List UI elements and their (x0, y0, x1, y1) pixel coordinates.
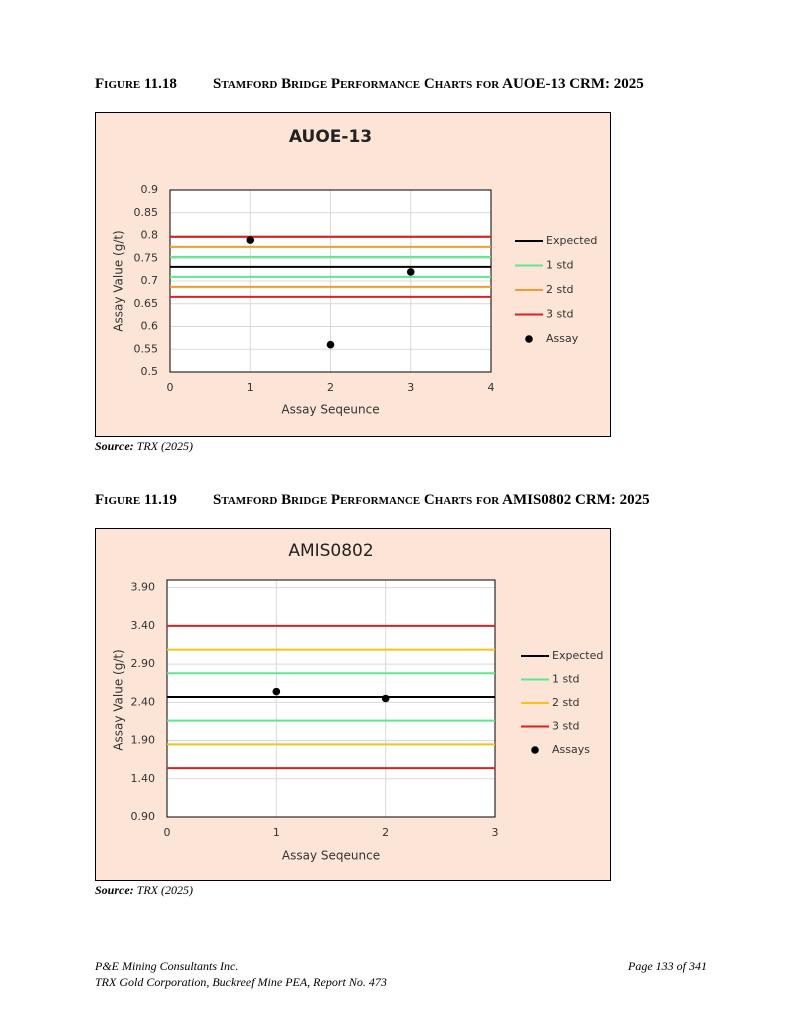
legend-label: 2 std (546, 283, 574, 296)
legend-label: Expected (552, 649, 603, 662)
x-tick-label: 3 (492, 826, 499, 839)
figure-title: Stamford Bridge Performance Charts for A… (213, 76, 644, 92)
y-tick-label: 1.90 (131, 734, 156, 747)
y-tick-label: 0.75 (134, 251, 159, 264)
y-tick-label: 0.6 (141, 320, 159, 333)
y-tick-label: 0.55 (134, 342, 159, 355)
source-label: Source: (95, 883, 134, 897)
chart: AUOE-13 0.5 0.55 0.6 0.65 0.7 0.75 0.8 0.85 0.9 0 1… (95, 112, 611, 437)
x-tick-label: 0 (164, 826, 171, 839)
footer-page: Page 133 of 341 (628, 959, 707, 973)
data-point (406, 268, 415, 276)
figure-title: Stamford Bridge Performance Charts for A… (213, 492, 650, 508)
figure-caption: Figure 11.18 Stamford Bridge Performance … (95, 76, 644, 93)
y-tick-label: 3.90 (131, 581, 156, 594)
x-tick-label: 1 (247, 381, 254, 394)
chart: AMIS0802 0.90 1.40 1.90 2.40 2.90 3.40 3.90 0 1 2 3… (95, 528, 611, 881)
y-tick-label: 2.40 (131, 695, 156, 708)
y-tick-label: 3.40 (131, 619, 156, 632)
plot-border (169, 189, 492, 373)
y-tick-label: 0.65 (134, 297, 159, 310)
footer-company: P&E Mining Consultants Inc. (95, 959, 239, 973)
chart-title: AUOE-13 (289, 127, 372, 147)
legend-label: 2 std (552, 696, 580, 709)
legend-label: 3 std (546, 308, 574, 321)
plot-area (167, 580, 495, 817)
legend-label: Assays (552, 743, 590, 756)
plot-border (166, 579, 496, 818)
x-tick-label: 2 (382, 826, 389, 839)
figure-caption: Figure 11.19 Stamford Bridge Performance … (95, 492, 650, 509)
x-tick-label: 2 (327, 381, 334, 394)
legend-swatch (525, 335, 533, 343)
data-point (272, 687, 281, 696)
y-tick-label: 0.9 (141, 183, 159, 196)
chart-title: AMIS0802 (288, 541, 373, 561)
source: Source: TRX (2025) (95, 439, 193, 454)
legend-label: 1 std (546, 259, 574, 272)
legend-label: Expected (546, 234, 597, 247)
data-point (246, 236, 255, 244)
legend-swatch (531, 746, 539, 754)
y-tick-label: 2.90 (131, 657, 156, 670)
data-point (326, 340, 335, 349)
y-tick-label: 1.40 (131, 772, 156, 785)
y-tick-label: 0.8 (141, 229, 159, 242)
x-tick-label: 1 (273, 826, 280, 839)
x-tick-label: 3 (407, 381, 414, 394)
x-axis-title: Assay Seqeunce (282, 849, 380, 863)
x-tick-label: 4 (488, 381, 495, 394)
y-tick-label: 0.85 (134, 206, 159, 219)
y-tick-label: 0.90 (131, 810, 156, 823)
figure-number: Figure 11.18 (95, 76, 177, 92)
legend-label: 1 std (552, 673, 580, 686)
legend-label: 3 std (552, 720, 580, 733)
source-text: TRX (2025) (136, 439, 193, 453)
figure-number: Figure 11.19 (95, 492, 177, 508)
y-tick-label: 0.5 (141, 365, 159, 378)
y-tick-label: 0.7 (141, 274, 159, 287)
y-axis-title: Assay Value (g/t) (112, 649, 126, 750)
x-tick-label: 0 (167, 381, 174, 394)
source-label: Source: (95, 439, 134, 453)
x-axis-title: Assay Seqeunce (281, 403, 379, 417)
data-point (381, 694, 390, 703)
source-text: TRX (2025) (136, 883, 193, 897)
footer-report: TRX Gold Corporation, Buckreef Mine PEA,… (95, 975, 387, 989)
y-axis-title: Assay Value (g/t) (112, 230, 126, 331)
legend-label: Assay (546, 332, 579, 345)
source: Source: TRX (2025) (95, 883, 193, 898)
